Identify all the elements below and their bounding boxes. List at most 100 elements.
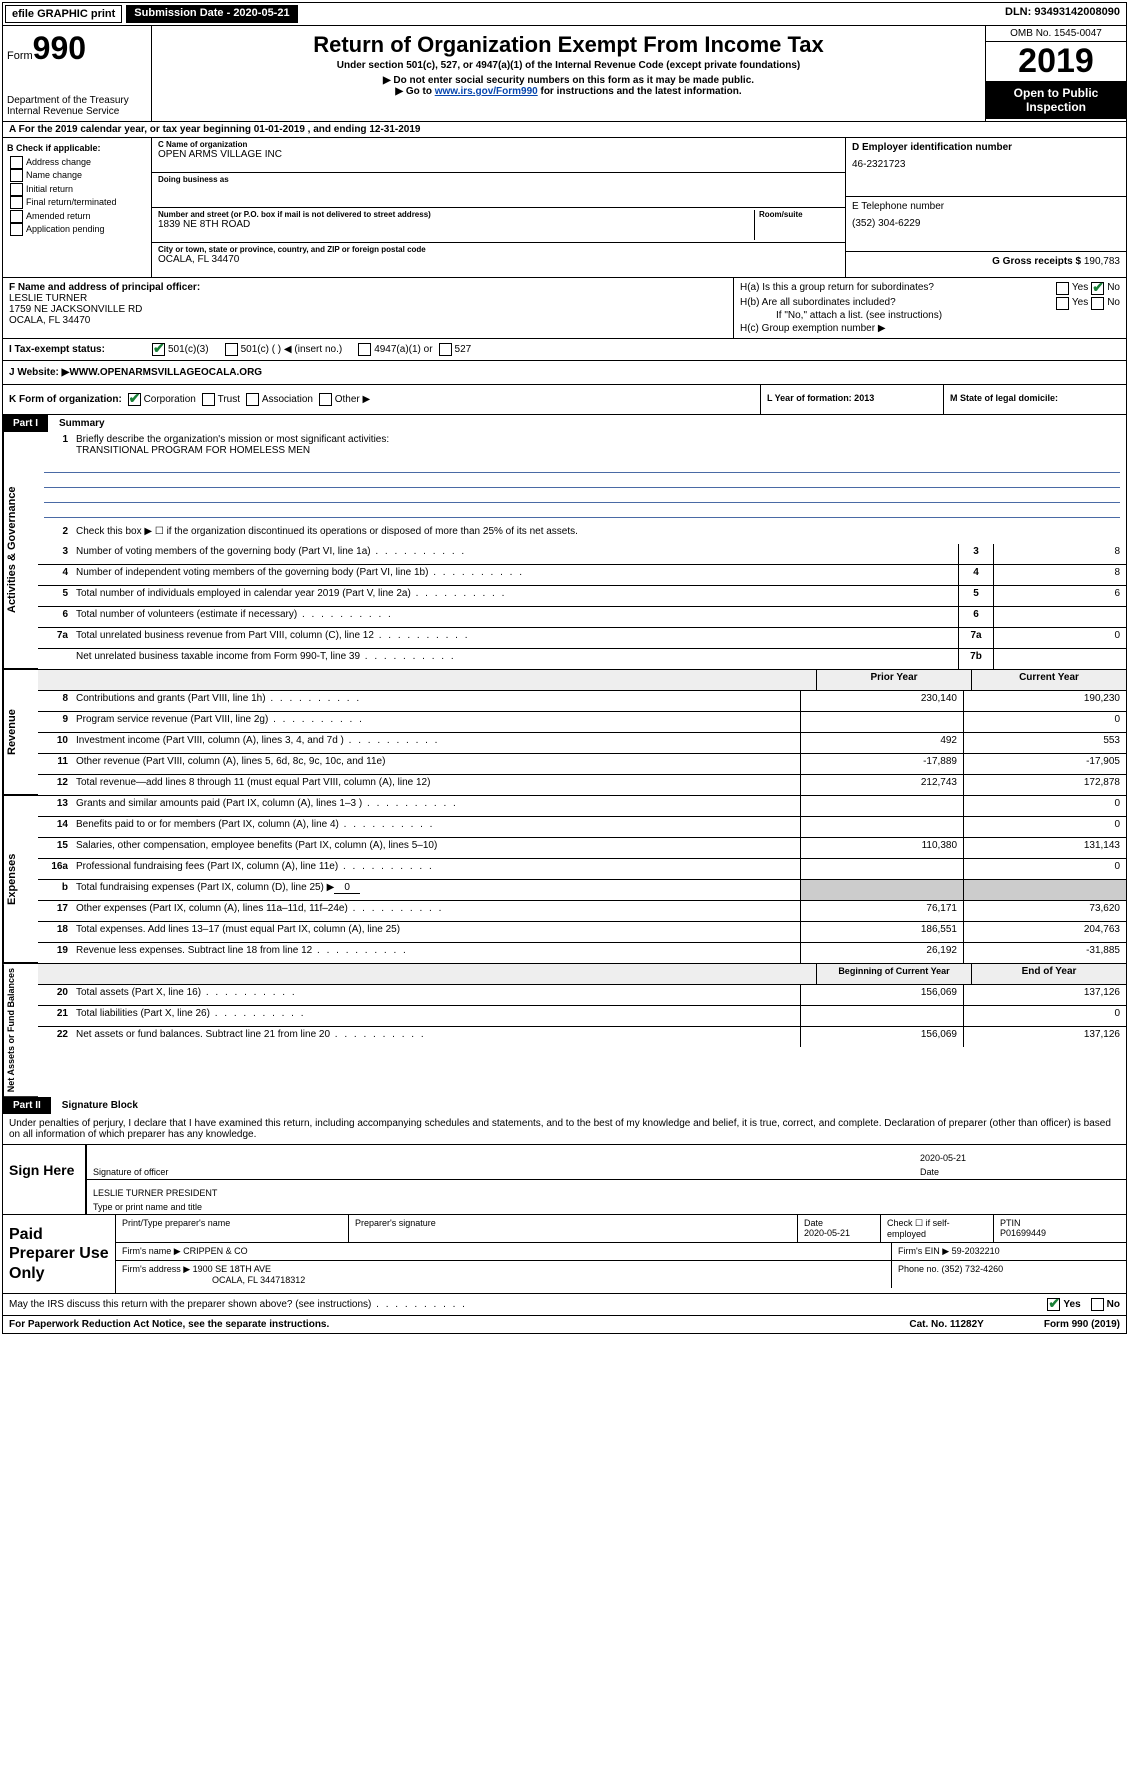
- lbl-name-change: Name change: [26, 170, 82, 180]
- org-name: OPEN ARMS VILLAGE INC: [158, 149, 839, 160]
- sig-officer-label: Signature of officer: [93, 1167, 920, 1177]
- goto-post: for instructions and the latest informat…: [538, 86, 742, 97]
- phone-label: E Telephone number: [852, 201, 1120, 212]
- omb-number: OMB No. 1545-0047: [986, 26, 1126, 42]
- q19: Revenue less expenses. Subtract line 18 …: [72, 943, 800, 963]
- lbl-501c: 501(c) ( ) ◀ (insert no.): [241, 344, 343, 355]
- q16a: Professional fundraising fees (Part IX, …: [72, 859, 800, 879]
- v6: [993, 607, 1126, 627]
- q13: Grants and similar amounts paid (Part IX…: [72, 796, 800, 816]
- gross-label: G Gross receipts $: [992, 256, 1084, 267]
- check-527[interactable]: [439, 343, 452, 356]
- v7b: [993, 649, 1126, 669]
- firm-addr1: 1900 SE 18TH AVE: [193, 1264, 271, 1274]
- hb-no: No: [1107, 297, 1120, 310]
- discuss-no-check[interactable]: [1091, 1298, 1104, 1311]
- q14: Benefits paid to or for members (Part IX…: [72, 817, 800, 837]
- vlabel-governance: Activities & Governance: [3, 432, 38, 669]
- col-right-contact: D Employer identification number 46-2321…: [846, 138, 1126, 277]
- c17: 73,620: [963, 901, 1126, 921]
- p20: 156,069: [800, 985, 963, 1005]
- col-b-checkboxes: B Check if applicable: Address change Na…: [3, 138, 152, 277]
- summary-governance: Activities & Governance 1Briefly describ…: [3, 432, 1126, 669]
- lbl-amended: Amended return: [26, 211, 91, 221]
- c10: 553: [963, 733, 1126, 753]
- check-initial[interactable]: [10, 183, 23, 196]
- firm-name: CRIPPEN & CO: [183, 1246, 248, 1256]
- form-footer: Form 990 (2019): [1044, 1319, 1120, 1330]
- lbl-other: Other ▶: [335, 394, 370, 405]
- check-pending[interactable]: [10, 223, 23, 236]
- c8: 190,230: [963, 691, 1126, 711]
- c16a: 0: [963, 859, 1126, 879]
- c19: -31,885: [963, 943, 1126, 963]
- q8: Contributions and grants (Part VIII, lin…: [72, 691, 800, 711]
- q22: Net assets or fund balances. Subtract li…: [72, 1027, 800, 1047]
- v3: 8: [993, 544, 1126, 564]
- col-current: Current Year: [971, 670, 1126, 690]
- lbl-4947: 4947(a)(1) or: [374, 344, 432, 355]
- p10: 492: [800, 733, 963, 753]
- tax-year: 2019: [986, 42, 1126, 82]
- ein-value: 46-2321723: [852, 159, 1120, 170]
- firm-phone-label: Phone no.: [898, 1264, 942, 1274]
- col-prior: Prior Year: [816, 670, 971, 690]
- officer-label: F Name and address of principal officer:: [9, 282, 727, 293]
- phone-value: (352) 304-6229: [852, 218, 1120, 229]
- website-url: WWW.OPENARMSVILLAGEOCALA.ORG: [69, 367, 262, 378]
- officer-name: LESLIE TURNER: [9, 293, 727, 304]
- check-address[interactable]: [10, 156, 23, 169]
- check-name[interactable]: [10, 169, 23, 182]
- hb-no-check[interactable]: [1091, 297, 1104, 310]
- self-employed-check: Check ☐ if self-employed: [881, 1215, 994, 1242]
- check-501c[interactable]: [225, 343, 238, 356]
- p12: 212,743: [800, 775, 963, 795]
- ha-yes-check[interactable]: [1056, 282, 1069, 295]
- ptin-value: P01699449: [1000, 1228, 1046, 1238]
- irs-label: Internal Revenue Service: [7, 106, 147, 117]
- website-label: J Website: ▶: [9, 367, 69, 378]
- check-corp[interactable]: [128, 393, 141, 406]
- dba-label: Doing business as: [158, 175, 839, 184]
- mission-text: TRANSITIONAL PROGRAM FOR HOMELESS MEN: [76, 445, 310, 456]
- q16b: Total fundraising expenses (Part IX, col…: [72, 880, 800, 900]
- street-address: 1839 NE 8TH ROAD: [158, 219, 754, 230]
- part-2-header: Part II Signature Block: [3, 1097, 1126, 1114]
- irs-link[interactable]: www.irs.gov/Form990: [435, 86, 538, 97]
- q11: Other revenue (Part VIII, column (A), li…: [72, 754, 800, 774]
- group-return: H(a) Is this a group return for subordin…: [734, 278, 1126, 338]
- check-other[interactable]: [319, 393, 332, 406]
- q9: Program service revenue (Part VIII, line…: [72, 712, 800, 732]
- p18: 186,551: [800, 922, 963, 942]
- efile-badge[interactable]: efile GRAPHIC print: [5, 5, 122, 23]
- p21: [800, 1006, 963, 1026]
- ha-no-check[interactable]: [1091, 282, 1104, 295]
- summary-netassets: Net Assets or Fund Balances Beginning of…: [3, 963, 1126, 1097]
- hb-yes-check[interactable]: [1056, 297, 1069, 310]
- check-501c3[interactable]: [152, 343, 165, 356]
- row-i-tax-status: I Tax-exempt status: 501(c)(3) 501(c) ( …: [3, 338, 1126, 360]
- row-fh: F Name and address of principal officer:…: [3, 277, 1126, 338]
- q10: Investment income (Part VIII, column (A)…: [72, 733, 800, 753]
- firm-ein: 59-2032210: [952, 1246, 1000, 1256]
- check-trust[interactable]: [202, 393, 215, 406]
- principal-officer: F Name and address of principal officer:…: [3, 278, 734, 338]
- p19: 26,192: [800, 943, 963, 963]
- tax-status-label: I Tax-exempt status:: [9, 344, 149, 355]
- check-amended[interactable]: [10, 210, 23, 223]
- check-final[interactable]: [10, 196, 23, 209]
- lbl-527: 527: [455, 344, 472, 355]
- check-4947[interactable]: [358, 343, 371, 356]
- hb-note: If "No," attach a list. (see instruction…: [740, 310, 1120, 321]
- check-assoc[interactable]: [246, 393, 259, 406]
- discuss-yes-check[interactable]: [1047, 1298, 1060, 1311]
- p9: [800, 712, 963, 732]
- q2: Check this box ▶ ☐ if the organization d…: [72, 524, 1126, 544]
- discuss-row: May the IRS discuss this return with the…: [3, 1293, 1126, 1315]
- perjury-text: Under penalties of perjury, I declare th…: [3, 1114, 1126, 1144]
- ha-no: No: [1107, 282, 1120, 295]
- treasury-dept: Department of the Treasury: [7, 95, 147, 106]
- part-1-tab: Part I: [3, 415, 49, 432]
- q12: Total revenue—add lines 8 through 11 (mu…: [72, 775, 800, 795]
- paperwork-notice: For Paperwork Reduction Act Notice, see …: [9, 1319, 329, 1330]
